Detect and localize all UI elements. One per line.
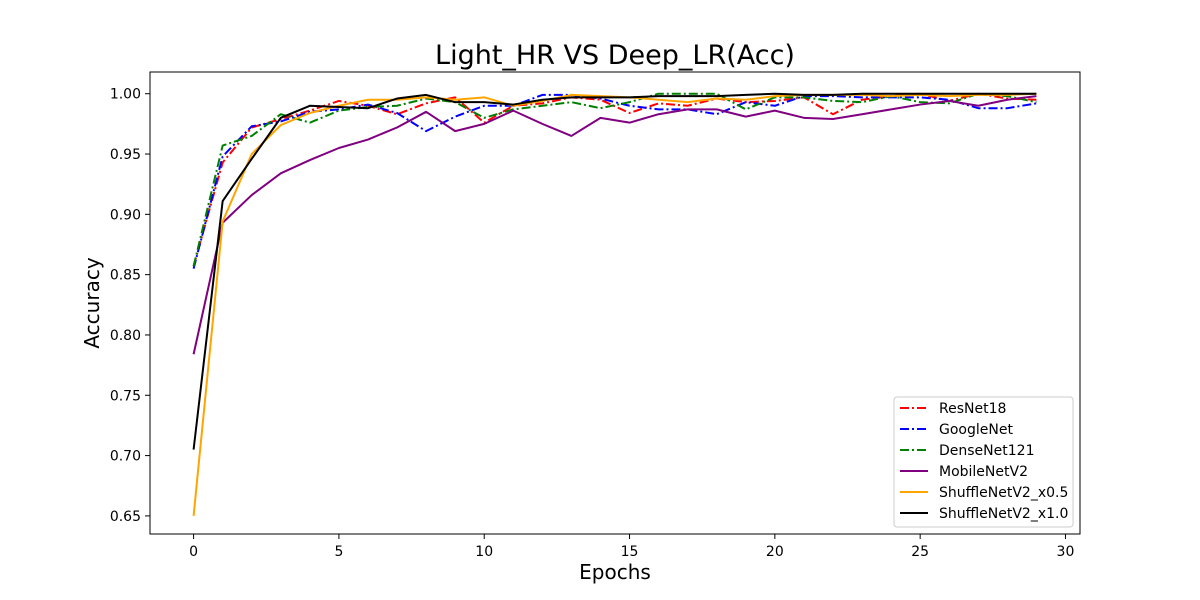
legend-label: ResNet18 [939,401,1006,417]
y-tick-label: 0.95 [110,147,141,163]
legend-item: MobileNetV2 [900,464,1028,480]
legend-label: ShuffleNetV2_x1.0 [939,506,1068,522]
legend-item: ShuffleNetV2_x1.0 [900,506,1068,522]
x-axis-label: Epochs [579,560,651,584]
x-tick-label: 10 [475,544,493,560]
legend-label: ShuffleNetV2_x0.5 [939,485,1068,501]
series-line-shufflenetv2-x1-0 [192,92,1037,450]
y-tick-label: 0.85 [110,268,141,284]
x-tick-label: 5 [334,544,343,560]
x-tick-label: 25 [911,544,929,560]
y-axis-ticks: 0.65 0.70 0.75 0.80 0.85 0.90 0.95 1.00 [110,87,150,525]
y-tick-label: 1.00 [110,87,141,103]
legend-label: GoogleNet [939,422,1013,438]
y-tick-label: 0.90 [110,207,141,223]
legend-label: MobileNetV2 [939,464,1028,480]
legend: ResNet18 GoogleNet DenseNet121 MobileNetV2 S… [893,396,1074,528]
x-tick-label: 0 [189,544,198,560]
x-tick-label: 15 [621,544,639,560]
y-tick-label: 0.75 [110,388,141,404]
series-line-googlenet [192,93,1037,269]
y-tick-label: 0.65 [110,509,141,525]
chart-title: Light_HR VS Deep_LR(Acc) [435,40,795,71]
legend-item: DenseNet121 [900,443,1034,459]
plot-frame [149,71,1081,535]
y-tick-label: 0.80 [110,328,141,344]
legend-item: ShuffleNetV2_x0.5 [900,485,1068,501]
plot-lines [192,92,1037,517]
x-axis-ticks: 0 5 10 15 20 25 30 [189,534,1074,560]
legend-box [893,396,1074,528]
x-tick-label: 30 [1057,544,1075,560]
legend-label: DenseNet121 [939,443,1034,459]
legend-item: GoogleNet [900,422,1013,438]
series-line-mobilenetv2 [192,95,1037,355]
x-tick-label: 20 [766,544,784,560]
y-axis-label: Accuracy [80,257,104,348]
y-tick-label: 0.70 [110,449,141,465]
legend-item: ResNet18 [900,401,1006,417]
